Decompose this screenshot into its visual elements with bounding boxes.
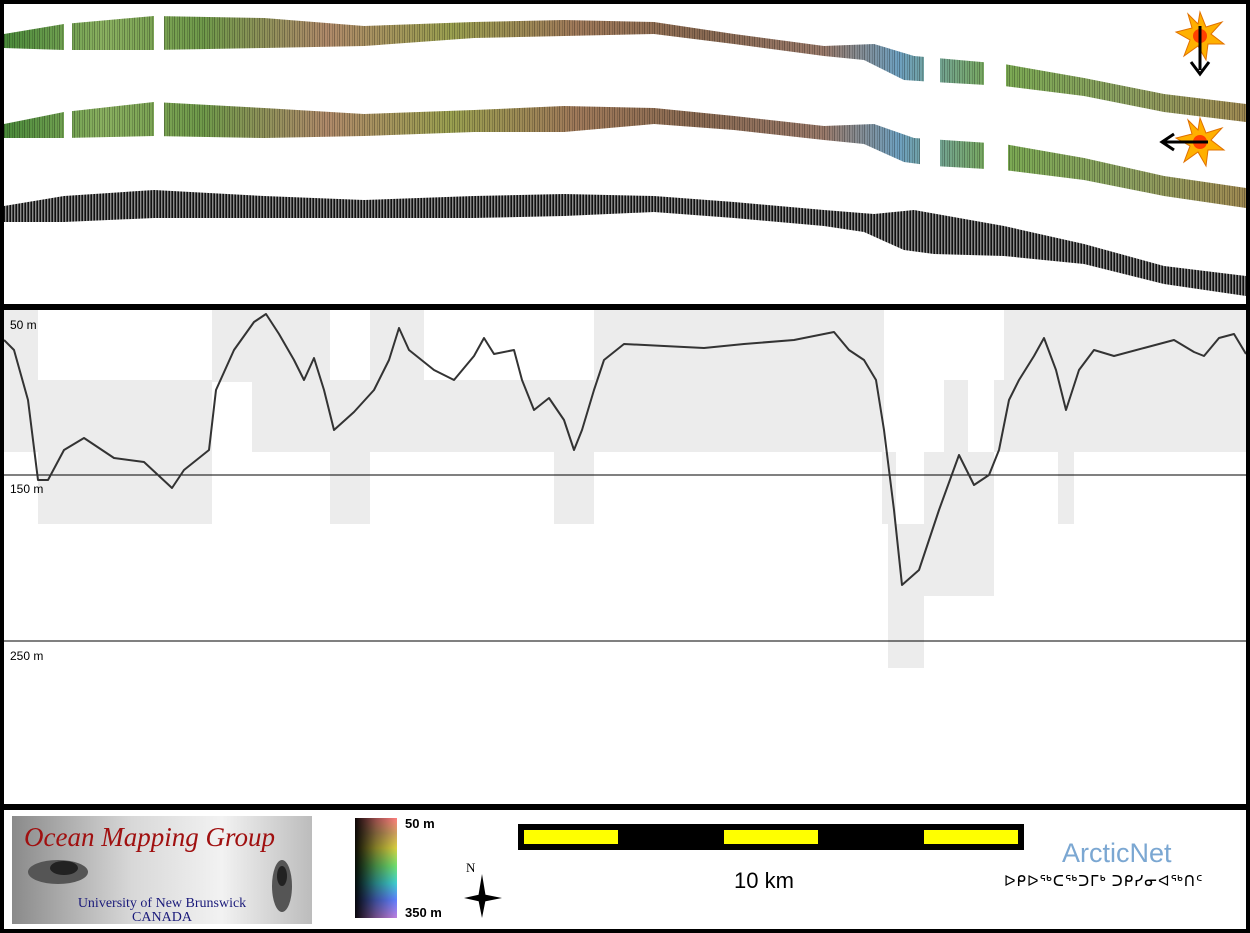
profile-data-blocks bbox=[4, 310, 1246, 668]
sun-illumination-right-icon bbox=[1159, 116, 1226, 168]
north-arrow-icon bbox=[464, 874, 502, 918]
legend-panel: Ocean Mapping Group University of New Br… bbox=[4, 810, 1246, 929]
swath-panel bbox=[4, 4, 1246, 304]
colorbar-top-label: 50 m bbox=[405, 816, 435, 831]
swath-sunshade-top bbox=[4, 12, 1246, 122]
depth-profile bbox=[4, 310, 1246, 668]
seafloor-profile-line bbox=[4, 313, 1246, 586]
depth-colorbar-shading bbox=[355, 818, 397, 918]
depth-profile-panel: 50 m 150 m 250 m bbox=[4, 310, 1246, 804]
north-label: N bbox=[466, 860, 476, 875]
country-name: CANADA bbox=[132, 910, 192, 925]
colorbar-bottom-label: 350 m bbox=[405, 905, 442, 920]
scale-bar bbox=[518, 824, 1024, 850]
university-name: University of New Brunswick bbox=[77, 896, 247, 911]
swath-sunshade-right bbox=[4, 100, 1246, 208]
ocean-mapping-group-title: Ocean Mapping Group bbox=[24, 822, 275, 852]
arcticnet-logo-inuktitut: ᐅᑭᐅᖅᑕᖅᑐᒥᒃ ᑐᑭᓯᓂᐊᖅᑎᑦ bbox=[1004, 873, 1204, 890]
scale-label: 10 km bbox=[734, 868, 794, 893]
depth-label-50: 50 m bbox=[10, 318, 37, 332]
arcticnet-logo-name: ArcticNet bbox=[1062, 838, 1172, 868]
seafloor-image-icon bbox=[28, 860, 292, 912]
depth-label-150: 150 m bbox=[10, 482, 44, 496]
sun-illumination-top-icon bbox=[1174, 10, 1226, 77]
swath-backscatter bbox=[4, 190, 1246, 296]
ocean-mapping-group-logo: Ocean Mapping Group University of New Br… bbox=[12, 816, 312, 925]
swath-strips bbox=[4, 10, 1246, 296]
depth-label-250: 250 m bbox=[10, 649, 44, 663]
